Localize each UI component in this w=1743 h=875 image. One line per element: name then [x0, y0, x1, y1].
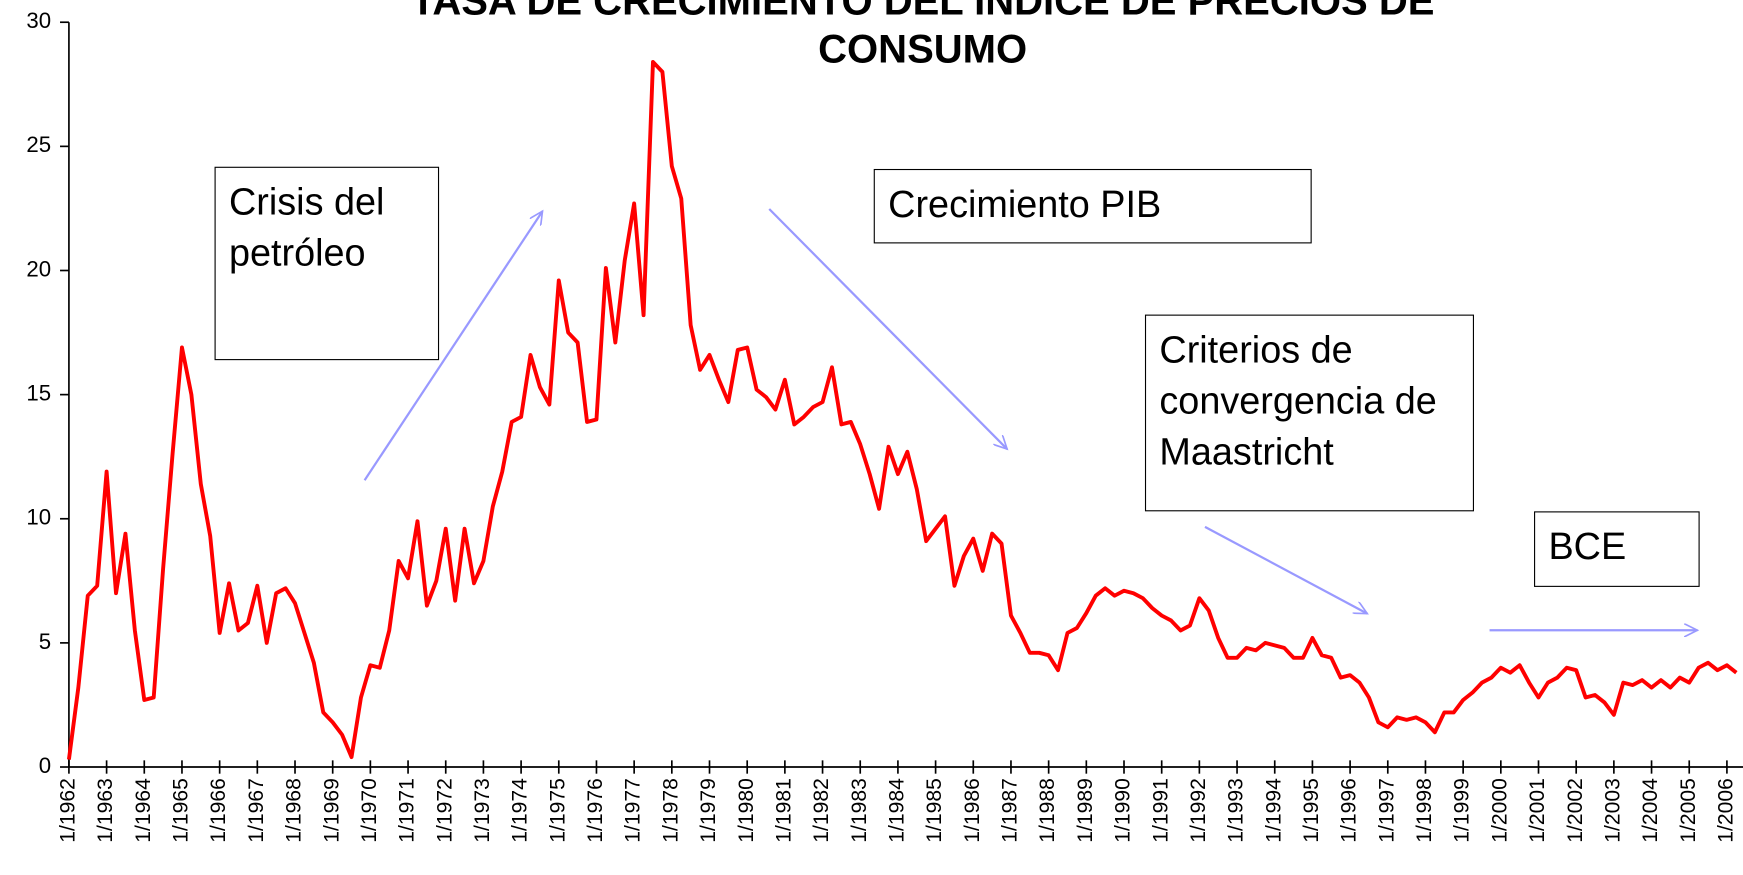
x-tick-label: 1/1993 [1225, 778, 1248, 843]
x-tick-label: 1/1987 [999, 778, 1022, 843]
x-tick-label: 1/1990 [1112, 778, 1135, 843]
x-tick-label: 1/1995 [1300, 778, 1323, 843]
x-tick-label: 1/2004 [1639, 778, 1662, 843]
x-tick-label: 1/1975 [546, 778, 569, 843]
x-tick-label: 1/1989 [1074, 778, 1097, 843]
x-tick-label: 1/1984 [885, 778, 908, 843]
y-tick-label: 0 [39, 753, 51, 778]
x-tick-label: 1/1978 [659, 778, 682, 843]
y-tick-label: 15 [26, 380, 51, 405]
x-tick-label: 1/2000 [1488, 778, 1511, 843]
x-tick-label: 1/1971 [396, 778, 419, 843]
x-tick-label: 1/1988 [1036, 778, 1059, 843]
x-tick-label: 1/2001 [1526, 778, 1549, 843]
y-tick-label: 25 [26, 132, 51, 157]
x-tick-label: 1/1996 [1338, 778, 1361, 843]
x-tick-label: 1/1982 [810, 778, 833, 843]
x-tick-label: 1/2006 [1714, 778, 1737, 843]
x-tick-label: 1/1973 [471, 778, 494, 843]
x-tick-label: 1/2005 [1677, 778, 1700, 843]
x-tick-label: 1/1985 [923, 778, 946, 843]
annotation: Crisis del petróleo [214, 166, 440, 361]
arrow [768, 208, 1007, 449]
y-tick-label: 10 [26, 505, 51, 530]
x-tick-label: 1/2003 [1601, 778, 1624, 843]
chart-title: TASA DE CRECIMIENTO DEL ÍNDICE DE PRECIO… [410, 0, 1435, 72]
x-tick-label: 1/1994 [1262, 778, 1285, 843]
x-tick-label: 1/1999 [1451, 778, 1474, 843]
y-tick-label: 30 [26, 8, 51, 33]
x-tick-label: 1/1976 [584, 778, 607, 843]
x-tick-label: 1/1970 [358, 778, 381, 843]
annotation: Criterios de convergencia de Maastricht [1144, 314, 1474, 512]
x-tick-label: 1/1986 [961, 778, 984, 843]
annotation: Crecimiento PIB [873, 168, 1312, 244]
x-tick-label: 1/1991 [1149, 778, 1172, 843]
x-tick-label: 1/1992 [1187, 778, 1210, 843]
x-tick-label: 1/1979 [697, 778, 720, 843]
x-tick-label: 1/1974 [509, 778, 532, 843]
x-tick-label: 1/1964 [132, 778, 155, 843]
x-tick-label: 1/1972 [433, 778, 456, 843]
x-tick-label: 1/1966 [207, 778, 230, 843]
data-line [66, 60, 1738, 760]
x-tick-label: 1/1967 [245, 778, 268, 843]
x-tick-label: 1/1965 [170, 778, 193, 843]
annotation: BCE [1534, 511, 1700, 587]
y-tick-label: 5 [39, 629, 51, 654]
x-tick-label: 1/1980 [735, 778, 758, 843]
arrow [363, 211, 543, 481]
arrow [1204, 525, 1367, 615]
x-tick-label: 1/1962 [56, 778, 79, 843]
x-tick-label: 1/1977 [622, 778, 645, 843]
x-tick-label: 1/2002 [1564, 778, 1587, 843]
x-tick-label: 1/1968 [283, 778, 306, 843]
x-tick-label: 1/1997 [1375, 778, 1398, 843]
y-tick-label: 20 [26, 256, 51, 281]
x-tick-label: 1/1969 [320, 778, 343, 843]
x-tick-label: 1/1998 [1413, 778, 1436, 843]
x-tick-label: 1/1963 [94, 778, 117, 843]
x-tick-label: 1/1981 [772, 778, 795, 843]
x-tick-label: 1/1983 [848, 778, 871, 843]
